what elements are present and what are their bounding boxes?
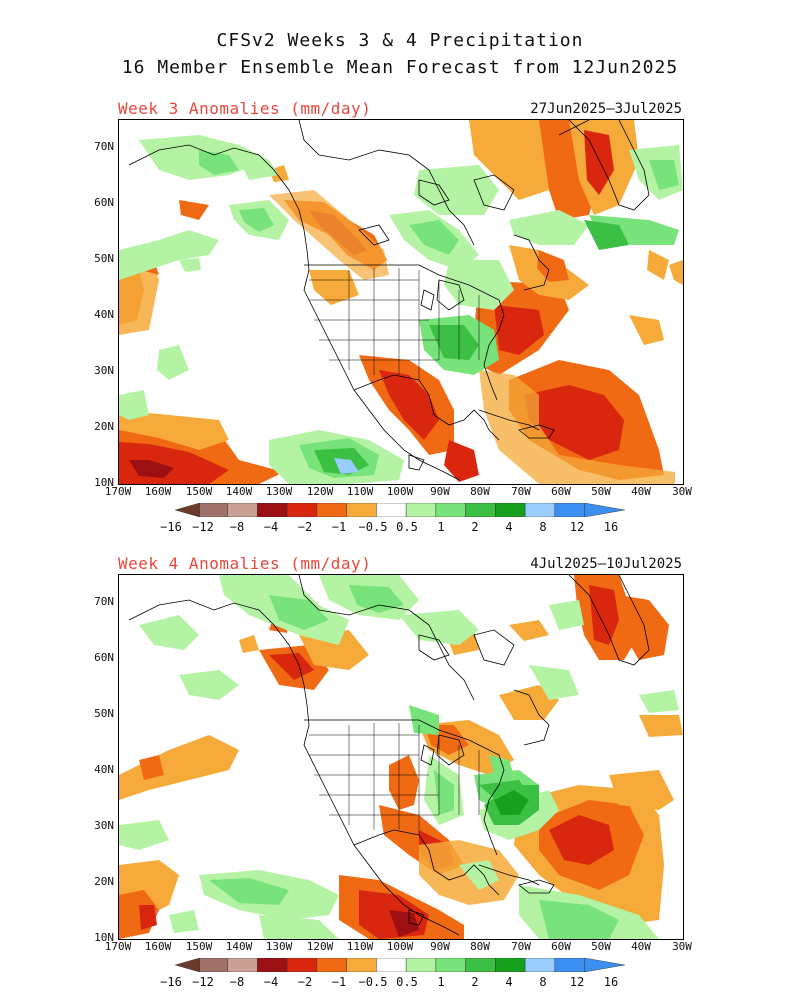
week3-anomaly-fields — [119, 120, 683, 484]
title-line-1: CFSv2 Weeks 3 & 4 Precipitation — [216, 30, 584, 51]
cbar-label: 8 — [539, 975, 547, 989]
week3-lon-80w: 80W — [470, 485, 490, 498]
cbar-label: −8 — [229, 975, 245, 989]
week3-lon-50w: 50W — [591, 485, 611, 498]
week4-panel-title: Week 4 Anomalies (mm/day) — [118, 554, 372, 573]
week3-lon-60w: 60W — [551, 485, 571, 498]
week4-lon-130w: 130W — [265, 940, 293, 953]
cbar-label: 12 — [569, 520, 585, 534]
week3-lat-60n: 60N — [94, 196, 114, 209]
week4-lon-160w: 160W — [144, 940, 172, 953]
cbar-label: 1 — [437, 520, 445, 534]
cbar-label: −16 — [160, 520, 182, 534]
week3-lon-30w: 30W — [672, 485, 692, 498]
cbar-label: −12 — [192, 520, 214, 534]
week3-lat-10n: 10N — [94, 476, 114, 489]
week4-lon-140w: 140W — [225, 940, 253, 953]
week4-wet-fields — [119, 575, 679, 939]
colorbar-under-arrow — [174, 958, 200, 972]
week4-date-range: 4Jul2025–10Jul2025 — [530, 556, 682, 572]
week3-lon-110w: 110W — [346, 485, 374, 498]
cbar-label: −0.5 — [358, 520, 388, 534]
week3-lon-100w: 100W — [386, 485, 414, 498]
colorbar-over-arrow — [584, 503, 625, 517]
week4-lat-60n: 60N — [94, 651, 114, 664]
cbar-label: 0.5 — [396, 975, 418, 989]
cbar-label: −1 — [331, 520, 347, 534]
cbar-label: 12 — [569, 975, 585, 989]
week3-lat-50n: 50N — [94, 252, 114, 265]
cbar-label: −0.5 — [358, 975, 388, 989]
cbar-label: 4 — [505, 520, 513, 534]
week3-lon-120w: 120W — [306, 485, 334, 498]
week4-state-lines — [309, 723, 480, 835]
week4-lat-70n: 70N — [94, 595, 114, 608]
week4-lon-40w: 40W — [631, 940, 651, 953]
week3-lon-40w: 40W — [631, 485, 651, 498]
week4-lon-110w: 110W — [346, 940, 374, 953]
week4-lat-20n: 20N — [94, 875, 114, 888]
cbar-label: 8 — [539, 520, 547, 534]
week4-lon-170w: 170W — [104, 940, 132, 953]
week4-lat-30n: 30N — [94, 819, 114, 832]
week4-lat-10n: 10N — [94, 931, 114, 944]
cbar-label: −16 — [160, 975, 182, 989]
week3-colorbar-labels: −16 −12 −8 −4 −2 −1 −0.5 0.5 1 2 4 8 12 … — [0, 520, 800, 536]
week3-lat-30n: 30N — [94, 364, 114, 377]
cbar-label: 16 — [603, 975, 619, 989]
week3-lon-130w: 130W — [265, 485, 293, 498]
week4-colorbar-labels: −16 −12 −8 −4 −2 −1 −0.5 0.5 1 2 4 8 12 … — [0, 975, 800, 991]
week4-lat-40n: 40N — [94, 763, 114, 776]
week3-lon-90w: 90W — [430, 485, 450, 498]
colorbar-over-arrow — [584, 958, 625, 972]
week4-lon-80w: 80W — [470, 940, 490, 953]
week4-anomaly-fields — [119, 575, 683, 939]
cbar-label: 4 — [505, 975, 513, 989]
week4-lon-row: 170W 160W 150W 140W 130W 120W 110W 100W … — [0, 940, 800, 954]
week3-lon-150w: 150W — [185, 485, 213, 498]
week4-lon-60w: 60W — [551, 940, 571, 953]
week4-map — [118, 574, 684, 940]
week4-coastlines — [128, 575, 650, 936]
week3-state-lines — [309, 268, 480, 380]
week4-lon-150w: 150W — [185, 940, 213, 953]
week3-coastlines — [128, 120, 650, 481]
week3-date-range: 27Jun2025–3Jul2025 — [530, 101, 682, 117]
week4-lat-50n: 50N — [94, 707, 114, 720]
week3-lon-70w: 70W — [511, 485, 531, 498]
week3-lat-20n: 20N — [94, 420, 114, 433]
title-line-2: 16 Member Ensemble Mean Forecast from 12… — [121, 57, 679, 78]
cbar-label: −12 — [192, 975, 214, 989]
cbar-label: −4 — [263, 975, 279, 989]
cbar-label: −2 — [297, 520, 313, 534]
week3-lon-140w: 140W — [225, 485, 253, 498]
cbar-label: −1 — [331, 975, 347, 989]
week3-panel-title: Week 3 Anomalies (mm/day) — [118, 99, 372, 118]
cbar-label: −4 — [263, 520, 279, 534]
week3-wet-fields — [119, 135, 683, 484]
week4-lon-30w: 30W — [672, 940, 692, 953]
week4-lon-50w: 50W — [591, 940, 611, 953]
cbar-label: −2 — [297, 975, 313, 989]
cbar-label: 2 — [471, 975, 479, 989]
cbar-label: 2 — [471, 520, 479, 534]
week3-lat-40n: 40N — [94, 308, 114, 321]
cbar-label: 1 — [437, 975, 445, 989]
week4-lon-100w: 100W — [386, 940, 414, 953]
cbar-label: −8 — [229, 520, 245, 534]
colorbar-under-arrow — [174, 503, 200, 517]
week4-lon-90w: 90W — [430, 940, 450, 953]
week3-lat-70n: 70N — [94, 140, 114, 153]
week4-lon-70w: 70W — [511, 940, 531, 953]
week3-lon-row: 170W 160W 150W 140W 130W 120W 110W 100W … — [0, 485, 800, 499]
week3-map — [118, 119, 684, 485]
week3-lon-170w: 170W — [104, 485, 132, 498]
week3-lon-160w: 160W — [144, 485, 172, 498]
cbar-label: 16 — [603, 520, 619, 534]
week4-colorbar — [174, 958, 625, 972]
week3-colorbar — [174, 503, 625, 517]
cbar-label: 0.5 — [396, 520, 418, 534]
week4-lon-120w: 120W — [306, 940, 334, 953]
